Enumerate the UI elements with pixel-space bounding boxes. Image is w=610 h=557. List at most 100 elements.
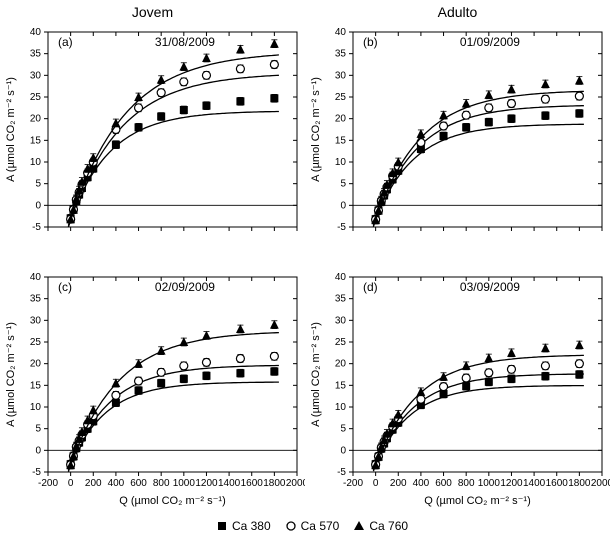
svg-text:-5: -5 xyxy=(337,467,346,478)
svg-text:5: 5 xyxy=(35,424,41,435)
svg-text:-5: -5 xyxy=(32,467,41,478)
svg-text:40: 40 xyxy=(335,27,347,38)
panel-tag: (a) xyxy=(58,35,73,49)
panel-title: 03/09/2009 xyxy=(460,280,520,294)
svg-text:-5: -5 xyxy=(32,222,41,233)
panel-container-b: -5 0 5 10 15 20 25 30 35 40 A (µmol CO₂ m⁻² s⁻¹) (b… xyxy=(305,22,610,267)
legend: Ca 380 Ca 570 Ca 760 xyxy=(0,512,610,543)
svg-text:25: 25 xyxy=(30,337,42,348)
svg-text:200: 200 xyxy=(390,478,407,489)
svg-text:0: 0 xyxy=(340,200,346,211)
svg-text:600: 600 xyxy=(130,478,147,489)
svg-text:2000: 2000 xyxy=(591,478,610,489)
svg-text:35: 35 xyxy=(335,294,347,305)
svg-text:15: 15 xyxy=(335,380,347,391)
svg-text:0: 0 xyxy=(35,445,41,456)
y-axis-label: A (µmol CO₂ m⁻² s⁻¹) xyxy=(310,322,322,427)
panel-container-a: -5 0 5 10 15 20 25 30 35 40 A (µmol CO₂ m⁻² s⁻¹) (a… xyxy=(0,22,305,267)
svg-text:0: 0 xyxy=(35,200,41,211)
svg-text:40: 40 xyxy=(335,272,347,283)
svg-text:2000: 2000 xyxy=(286,478,305,489)
svg-text:10: 10 xyxy=(30,402,42,413)
svg-text:800: 800 xyxy=(153,478,170,489)
panel-title: 01/09/2009 xyxy=(460,35,520,49)
col-header-left: Jovem xyxy=(0,0,305,22)
svg-text:-200: -200 xyxy=(343,478,363,489)
x-axis-label: Q (µmol CO₂ m⁻² s⁻¹) xyxy=(424,495,531,507)
svg-text:15: 15 xyxy=(335,135,347,146)
svg-text:20: 20 xyxy=(335,359,347,370)
curve-ca760 xyxy=(68,55,279,227)
curve-ca380 xyxy=(68,112,279,226)
panel-container-d: -200020040060080010001200140016001800200… xyxy=(305,267,610,512)
svg-text:1400: 1400 xyxy=(218,478,241,489)
panel-tag: (d) xyxy=(363,280,378,294)
panel-container-c: -200020040060080010001200140016001800200… xyxy=(0,267,305,512)
panel-b: -5 0 5 10 15 20 25 30 35 40 A (µmol CO₂ m⁻² s⁻¹) (b… xyxy=(305,22,610,267)
svg-text:15: 15 xyxy=(30,135,42,146)
svg-text:25: 25 xyxy=(30,92,42,103)
svg-text:5: 5 xyxy=(340,179,346,190)
svg-text:10: 10 xyxy=(335,157,347,168)
x-axis-label: Q (µmol CO₂ m⁻² s⁻¹) xyxy=(119,495,226,507)
col-header-right: Adulto xyxy=(305,0,610,22)
svg-text:5: 5 xyxy=(340,424,346,435)
column-headers: Jovem Adulto xyxy=(0,0,610,22)
svg-text:10: 10 xyxy=(335,402,347,413)
svg-text:200: 200 xyxy=(85,478,102,489)
svg-text:1000: 1000 xyxy=(478,478,501,489)
panel-grid: -5 0 5 10 15 20 25 30 35 40 A (µmol CO₂ m⁻² s⁻¹) (a… xyxy=(0,22,610,512)
svg-text:-5: -5 xyxy=(337,222,346,233)
svg-text:400: 400 xyxy=(413,478,430,489)
svg-text:-200: -200 xyxy=(38,478,58,489)
svg-text:1600: 1600 xyxy=(241,478,264,489)
curve-ca380 xyxy=(373,124,584,225)
legend-marker-Ca 380 xyxy=(216,520,228,532)
curve-ca380 xyxy=(68,382,279,470)
svg-text:0: 0 xyxy=(68,478,74,489)
legend-label: Ca 570 xyxy=(301,519,340,533)
svg-text:40: 40 xyxy=(30,272,42,283)
svg-text:30: 30 xyxy=(30,315,42,326)
panel-tag: (b) xyxy=(363,35,378,49)
legend-marker-Ca 760 xyxy=(353,520,365,532)
legend-marker-Ca 570 xyxy=(285,520,297,532)
svg-text:30: 30 xyxy=(30,70,42,81)
svg-text:1800: 1800 xyxy=(263,478,286,489)
svg-text:800: 800 xyxy=(458,478,475,489)
panel-d: -200020040060080010001200140016001800200… xyxy=(305,267,610,512)
svg-text:25: 25 xyxy=(335,337,347,348)
svg-text:40: 40 xyxy=(30,27,42,38)
svg-text:1000: 1000 xyxy=(173,478,196,489)
curve-ca570 xyxy=(373,106,584,226)
svg-text:10: 10 xyxy=(30,157,42,168)
svg-text:35: 35 xyxy=(30,294,42,305)
panel-a: -5 0 5 10 15 20 25 30 35 40 A (µmol CO₂ m⁻² s⁻¹) (a… xyxy=(0,22,305,267)
svg-text:15: 15 xyxy=(30,380,42,391)
svg-text:5: 5 xyxy=(35,179,41,190)
curve-ca760 xyxy=(373,91,584,226)
y-axis-label: A (µmol CO₂ m⁻² s⁻¹) xyxy=(5,77,17,182)
svg-text:1600: 1600 xyxy=(546,478,569,489)
svg-text:1800: 1800 xyxy=(568,478,591,489)
svg-text:20: 20 xyxy=(30,114,42,125)
svg-text:20: 20 xyxy=(335,114,347,125)
svg-text:20: 20 xyxy=(30,359,42,370)
legend-label: Ca 760 xyxy=(369,519,408,533)
legend-label: Ca 380 xyxy=(232,519,271,533)
y-axis-label: A (µmol CO₂ m⁻² s⁻¹) xyxy=(310,77,322,182)
svg-text:35: 35 xyxy=(30,49,42,60)
y-axis-label: A (µmol CO₂ m⁻² s⁻¹) xyxy=(5,322,17,427)
svg-text:400: 400 xyxy=(108,478,125,489)
svg-text:35: 35 xyxy=(335,49,347,60)
curve-ca380 xyxy=(373,386,584,470)
svg-text:25: 25 xyxy=(335,92,347,103)
panel-title: 31/08/2009 xyxy=(155,35,215,49)
svg-text:30: 30 xyxy=(335,315,347,326)
panel-c: -200020040060080010001200140016001800200… xyxy=(0,267,305,512)
figure-root: Jovem Adulto -5 0 5 10 15 20 25 30 35 40 A (µmol C… xyxy=(0,0,610,543)
curve-ca760 xyxy=(373,355,584,471)
svg-text:30: 30 xyxy=(335,70,347,81)
svg-text:1400: 1400 xyxy=(523,478,546,489)
svg-text:0: 0 xyxy=(340,445,346,456)
